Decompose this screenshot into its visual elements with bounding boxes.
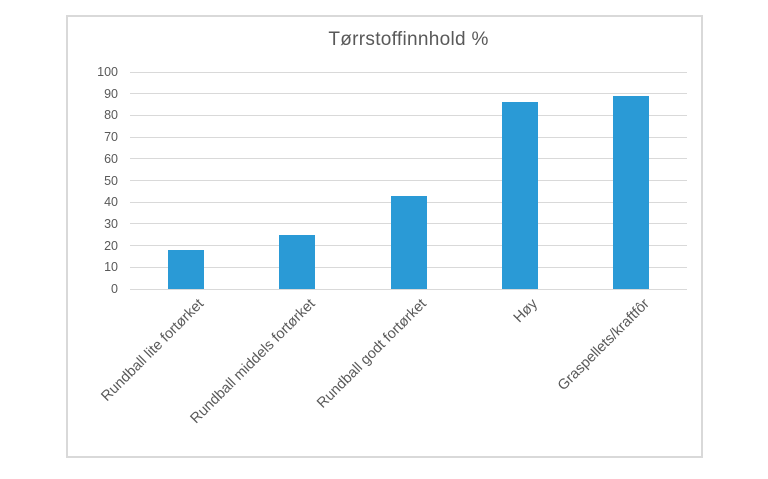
chart-frame	[66, 15, 703, 458]
y-tick-label: 50	[104, 173, 118, 188]
chart-title: Tørrstoffinnhold %	[328, 29, 489, 50]
gridline	[130, 136, 687, 138]
y-tick-label: 10	[104, 260, 118, 275]
y-tick-label: 60	[104, 151, 118, 166]
y-tick-label: 20	[104, 238, 118, 253]
y-tick-label: 70	[104, 130, 118, 145]
bar	[501, 102, 538, 289]
y-tick-label: 30	[104, 216, 118, 231]
bar	[279, 234, 316, 289]
gridline	[130, 114, 687, 116]
gridline	[130, 288, 687, 290]
y-tick-label: 90	[104, 86, 118, 101]
gridline	[130, 71, 687, 73]
bar	[613, 95, 650, 289]
bar	[390, 195, 427, 289]
y-tick-label: 100	[97, 65, 118, 79]
y-tick-label: 80	[104, 108, 118, 123]
gridline	[130, 180, 687, 181]
plot-area	[130, 71, 687, 290]
gridline	[130, 93, 687, 95]
y-tick-label: 0	[111, 282, 118, 296]
gridline	[130, 158, 687, 160]
y-tick-label: 40	[104, 195, 118, 210]
bar	[167, 249, 204, 289]
y-axis-labels: 100 90 80 70 60 50 40 30 20 10 0	[70, 65, 118, 296]
